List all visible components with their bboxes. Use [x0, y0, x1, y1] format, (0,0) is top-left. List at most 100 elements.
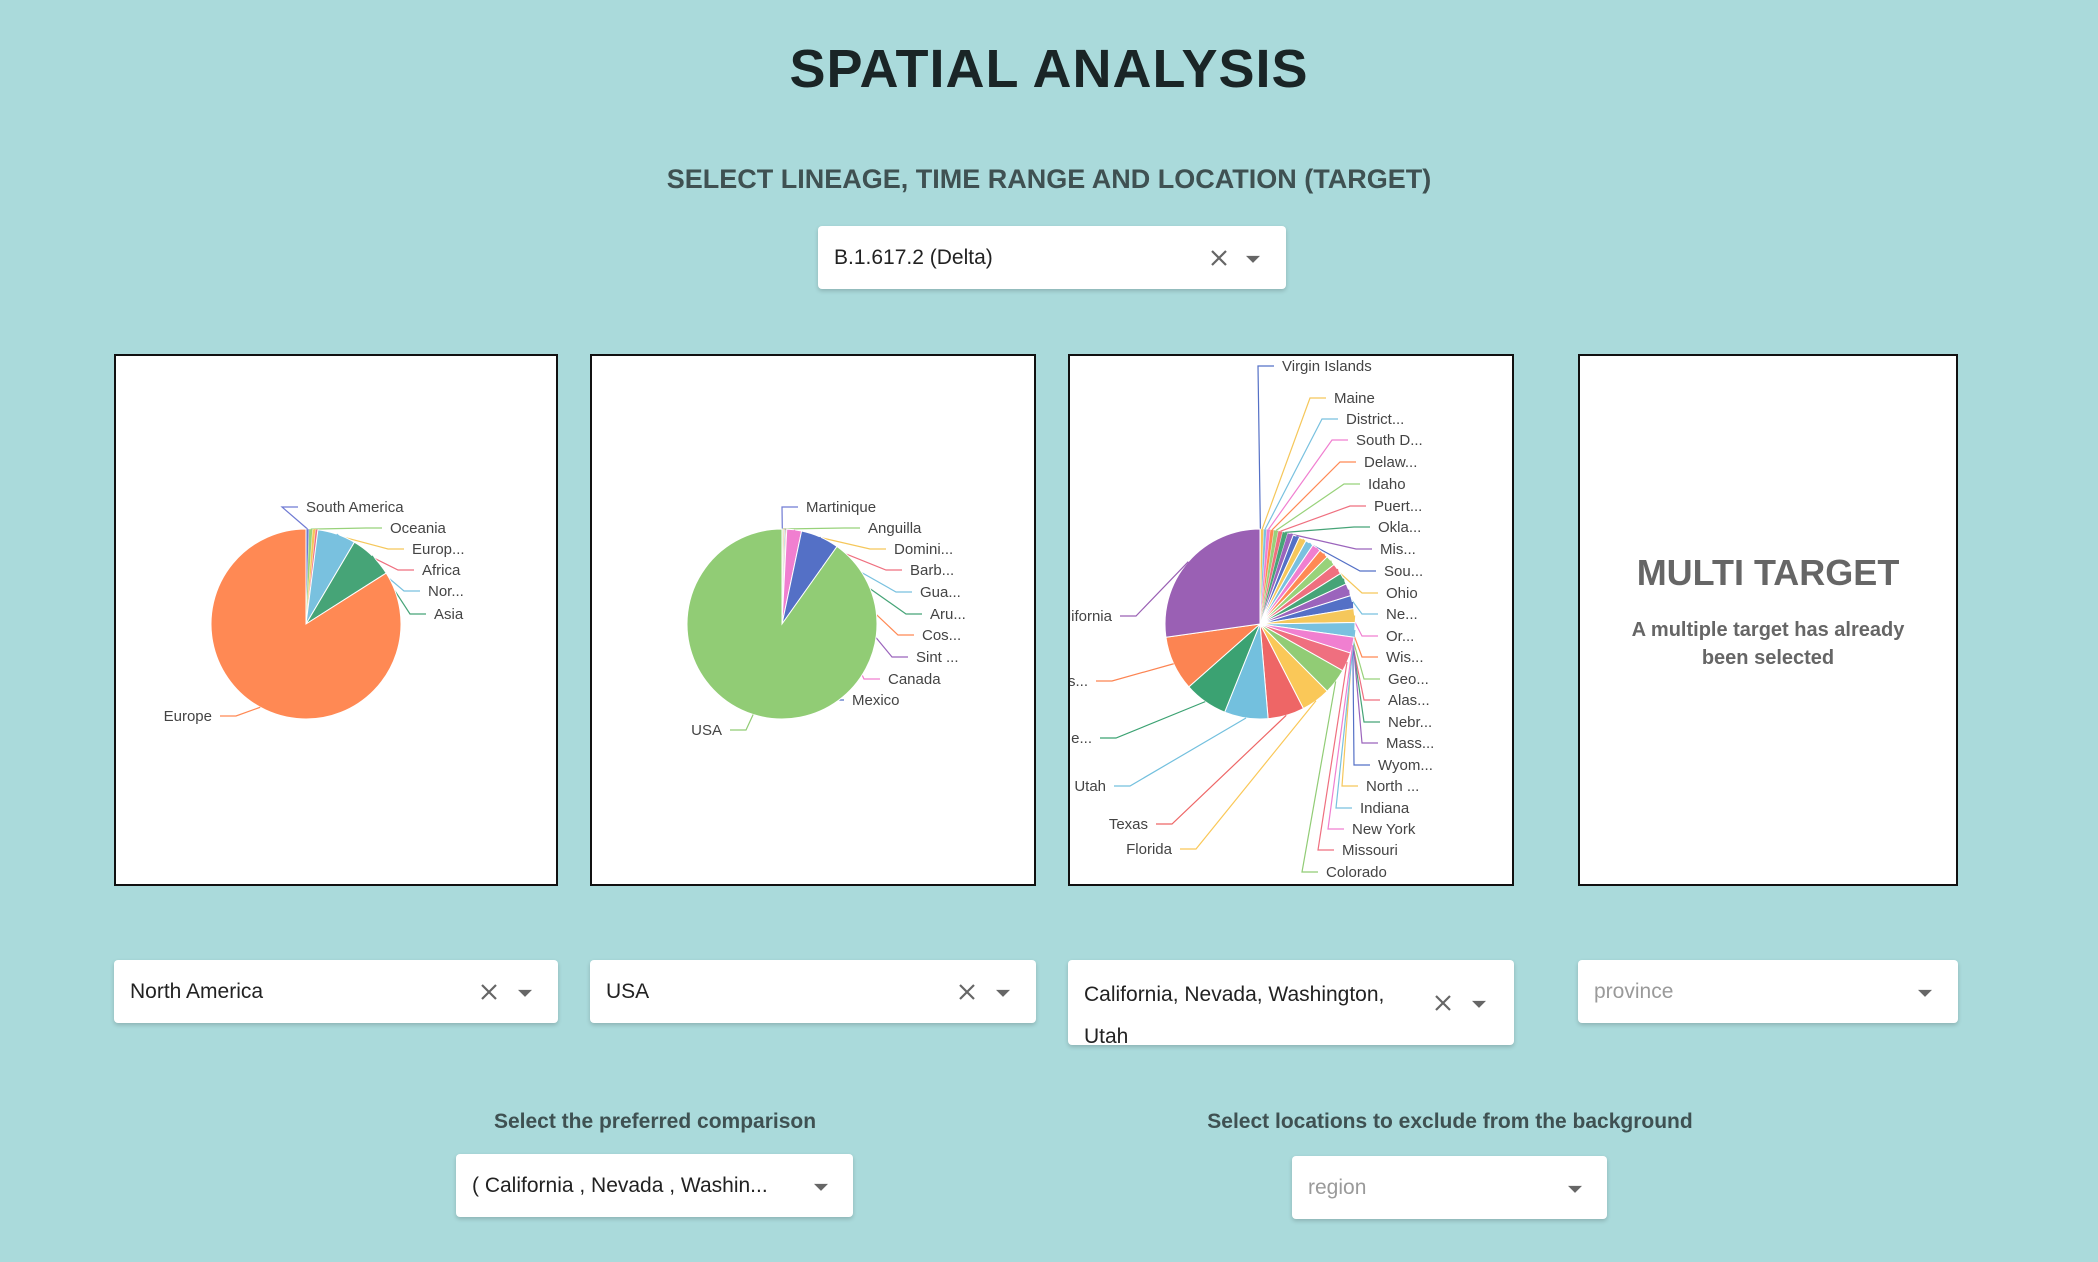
- chevron-down-icon[interactable]: [814, 1183, 828, 1191]
- pie-label: Was...: [1070, 673, 1088, 690]
- page-title: SPATIAL ANALYSIS: [789, 39, 1309, 99]
- comparison-select-value: ( California , Nevada , Washin...: [472, 1173, 768, 1197]
- pie-label: Missouri: [1342, 842, 1398, 859]
- pie-leader-line: [1114, 717, 1247, 787]
- exclude-select[interactable]: region: [1292, 1156, 1607, 1219]
- pie-slice[interactable]: [686, 528, 878, 720]
- province-select[interactable]: province: [1578, 960, 1958, 1023]
- pie-label: Alas...: [1388, 692, 1430, 709]
- exclude-select-placeholder: region: [1308, 1175, 1367, 1199]
- pie-label: Europ...: [412, 541, 465, 558]
- pie-leader-line: [1264, 418, 1338, 530]
- pie-leader-line: [1100, 701, 1206, 739]
- pie-label: Texas: [1109, 816, 1148, 833]
- multi-target-title: MULTI TARGET: [1636, 552, 1900, 593]
- pie-label: Aru...: [930, 606, 966, 623]
- pie-label: Cos...: [922, 627, 961, 644]
- pie-label: Ohio: [1386, 585, 1418, 602]
- page-subtitle: SELECT LINEAGE, TIME RANGE AND LOCATION …: [666, 164, 1432, 194]
- pie-leader-line: [220, 706, 261, 717]
- pie-leader-line: [310, 527, 382, 530]
- pie-label: Utah: [1074, 778, 1106, 795]
- pie-label: North ...: [1366, 778, 1419, 795]
- pie-label: Sou...: [1384, 563, 1423, 580]
- pie-leader-line: [1096, 663, 1174, 682]
- chevron-down-icon[interactable]: [996, 989, 1010, 997]
- pie-leader-line: [781, 506, 798, 530]
- continent-select[interactable]: North America: [114, 960, 558, 1023]
- chevron-down-icon[interactable]: [1918, 989, 1932, 997]
- pie-slice[interactable]: [210, 528, 402, 720]
- state-select[interactable]: California, Nevada, Washington, Utah: [1068, 960, 1514, 1048]
- chevron-down-icon[interactable]: [1472, 1000, 1486, 1008]
- pie-label: Barb...: [910, 562, 954, 579]
- pie-label: Ne...: [1070, 730, 1092, 747]
- multi-target-card: MULTI TARGET A multiple target has alrea…: [1578, 354, 1958, 886]
- pie-label: Maine: [1334, 390, 1375, 407]
- pie-leader-line: [1290, 533, 1372, 550]
- state-select-value: California, Nevada, Washington, Utah: [1084, 983, 1385, 1048]
- continent-select-value: North America: [130, 979, 264, 1003]
- lineage-select[interactable]: B.1.617.2 (Delta): [818, 226, 1286, 289]
- pie-leader-line: [1301, 681, 1337, 873]
- close-icon[interactable]: [478, 981, 500, 1003]
- pie-label: Ne...: [1386, 606, 1418, 623]
- pie-label: Gua...: [920, 584, 961, 601]
- pie-label: Mexico: [852, 692, 900, 709]
- chevron-down-icon[interactable]: [518, 989, 532, 997]
- pie-leader-line: [1351, 602, 1370, 766]
- pie-label: Okla...: [1378, 519, 1421, 536]
- pie-label: Europe: [164, 708, 212, 725]
- pie-slice[interactable]: [1164, 528, 1261, 638]
- pie-label: Florida: [1126, 841, 1173, 858]
- pie-leader-line: [1335, 629, 1356, 809]
- pie-leader-line: [1280, 505, 1366, 532]
- pie-label: Delaw...: [1364, 454, 1417, 471]
- pie-label: Puert...: [1374, 498, 1422, 515]
- country-select[interactable]: USA: [590, 960, 1036, 1023]
- pie-label: Martinique: [806, 499, 876, 516]
- pie-label: Oceania: [390, 520, 447, 537]
- lineage-select-value: B.1.617.2 (Delta): [834, 245, 993, 269]
- pie-leader-line: [1271, 461, 1356, 531]
- pie-leader-line: [1156, 714, 1287, 825]
- pie-label: Virgin Islands: [1282, 358, 1372, 375]
- pie-leader-line: [280, 506, 308, 530]
- pie-leader-line: [1120, 561, 1189, 617]
- pie-label: Wyom...: [1378, 757, 1433, 774]
- pie-label: Mis...: [1380, 541, 1416, 558]
- close-icon[interactable]: [956, 981, 978, 1003]
- close-icon[interactable]: [1432, 992, 1454, 1014]
- pie-label: South America: [306, 499, 404, 516]
- pie-label: South D...: [1356, 432, 1423, 449]
- chart-card-state: Virgin Islands Maine District... South D...…: [1068, 354, 1514, 886]
- pie-leader-line: [782, 527, 860, 530]
- pie-label: California: [1070, 608, 1113, 625]
- pie-chart-state: Virgin Islands Maine District... South D...…: [1070, 358, 1434, 881]
- chevron-down-icon[interactable]: [1568, 1185, 1582, 1193]
- province-select-placeholder: province: [1594, 979, 1674, 1003]
- chevron-down-icon[interactable]: [1246, 255, 1260, 263]
- pie-label: Anguilla: [868, 520, 922, 537]
- pie-leader-line: [1275, 483, 1360, 531]
- pie-label: Idaho: [1368, 476, 1406, 493]
- pie-label: Indiana: [1360, 800, 1410, 817]
- pie-label: New York: [1352, 821, 1416, 838]
- pie-leader-line: [1261, 397, 1326, 530]
- chart-card-country: Martinique Anguilla Domini... Barb... Gua...…: [590, 354, 1036, 886]
- exclude-label: Select locations to exclude from the bac…: [1207, 1110, 1693, 1133]
- chart-card-continent: South America Oceania Europ... Africa Nor...…: [114, 354, 558, 886]
- pie-chart-country: Martinique Anguilla Domini... Barb... Gua...…: [686, 499, 966, 739]
- pie-leader-line: [1285, 526, 1370, 533]
- pie-label: Canada: [888, 671, 941, 688]
- country-select-value: USA: [606, 979, 650, 1003]
- comparison-select[interactable]: ( California , Nevada , Washin...: [456, 1154, 853, 1217]
- pie-leader-line: [1267, 439, 1348, 530]
- multi-target-message: A multiple target has already been selec…: [1631, 619, 1905, 669]
- comparison-label: Select the preferred comparison: [493, 1110, 817, 1133]
- pie-leader-line: [1257, 365, 1274, 530]
- pie-label: USA: [691, 722, 722, 739]
- pie-label: Geo...: [1388, 671, 1429, 688]
- pie-chart-continent: South America Oceania Europ... Africa Nor...…: [164, 499, 465, 725]
- close-icon[interactable]: [1208, 247, 1230, 269]
